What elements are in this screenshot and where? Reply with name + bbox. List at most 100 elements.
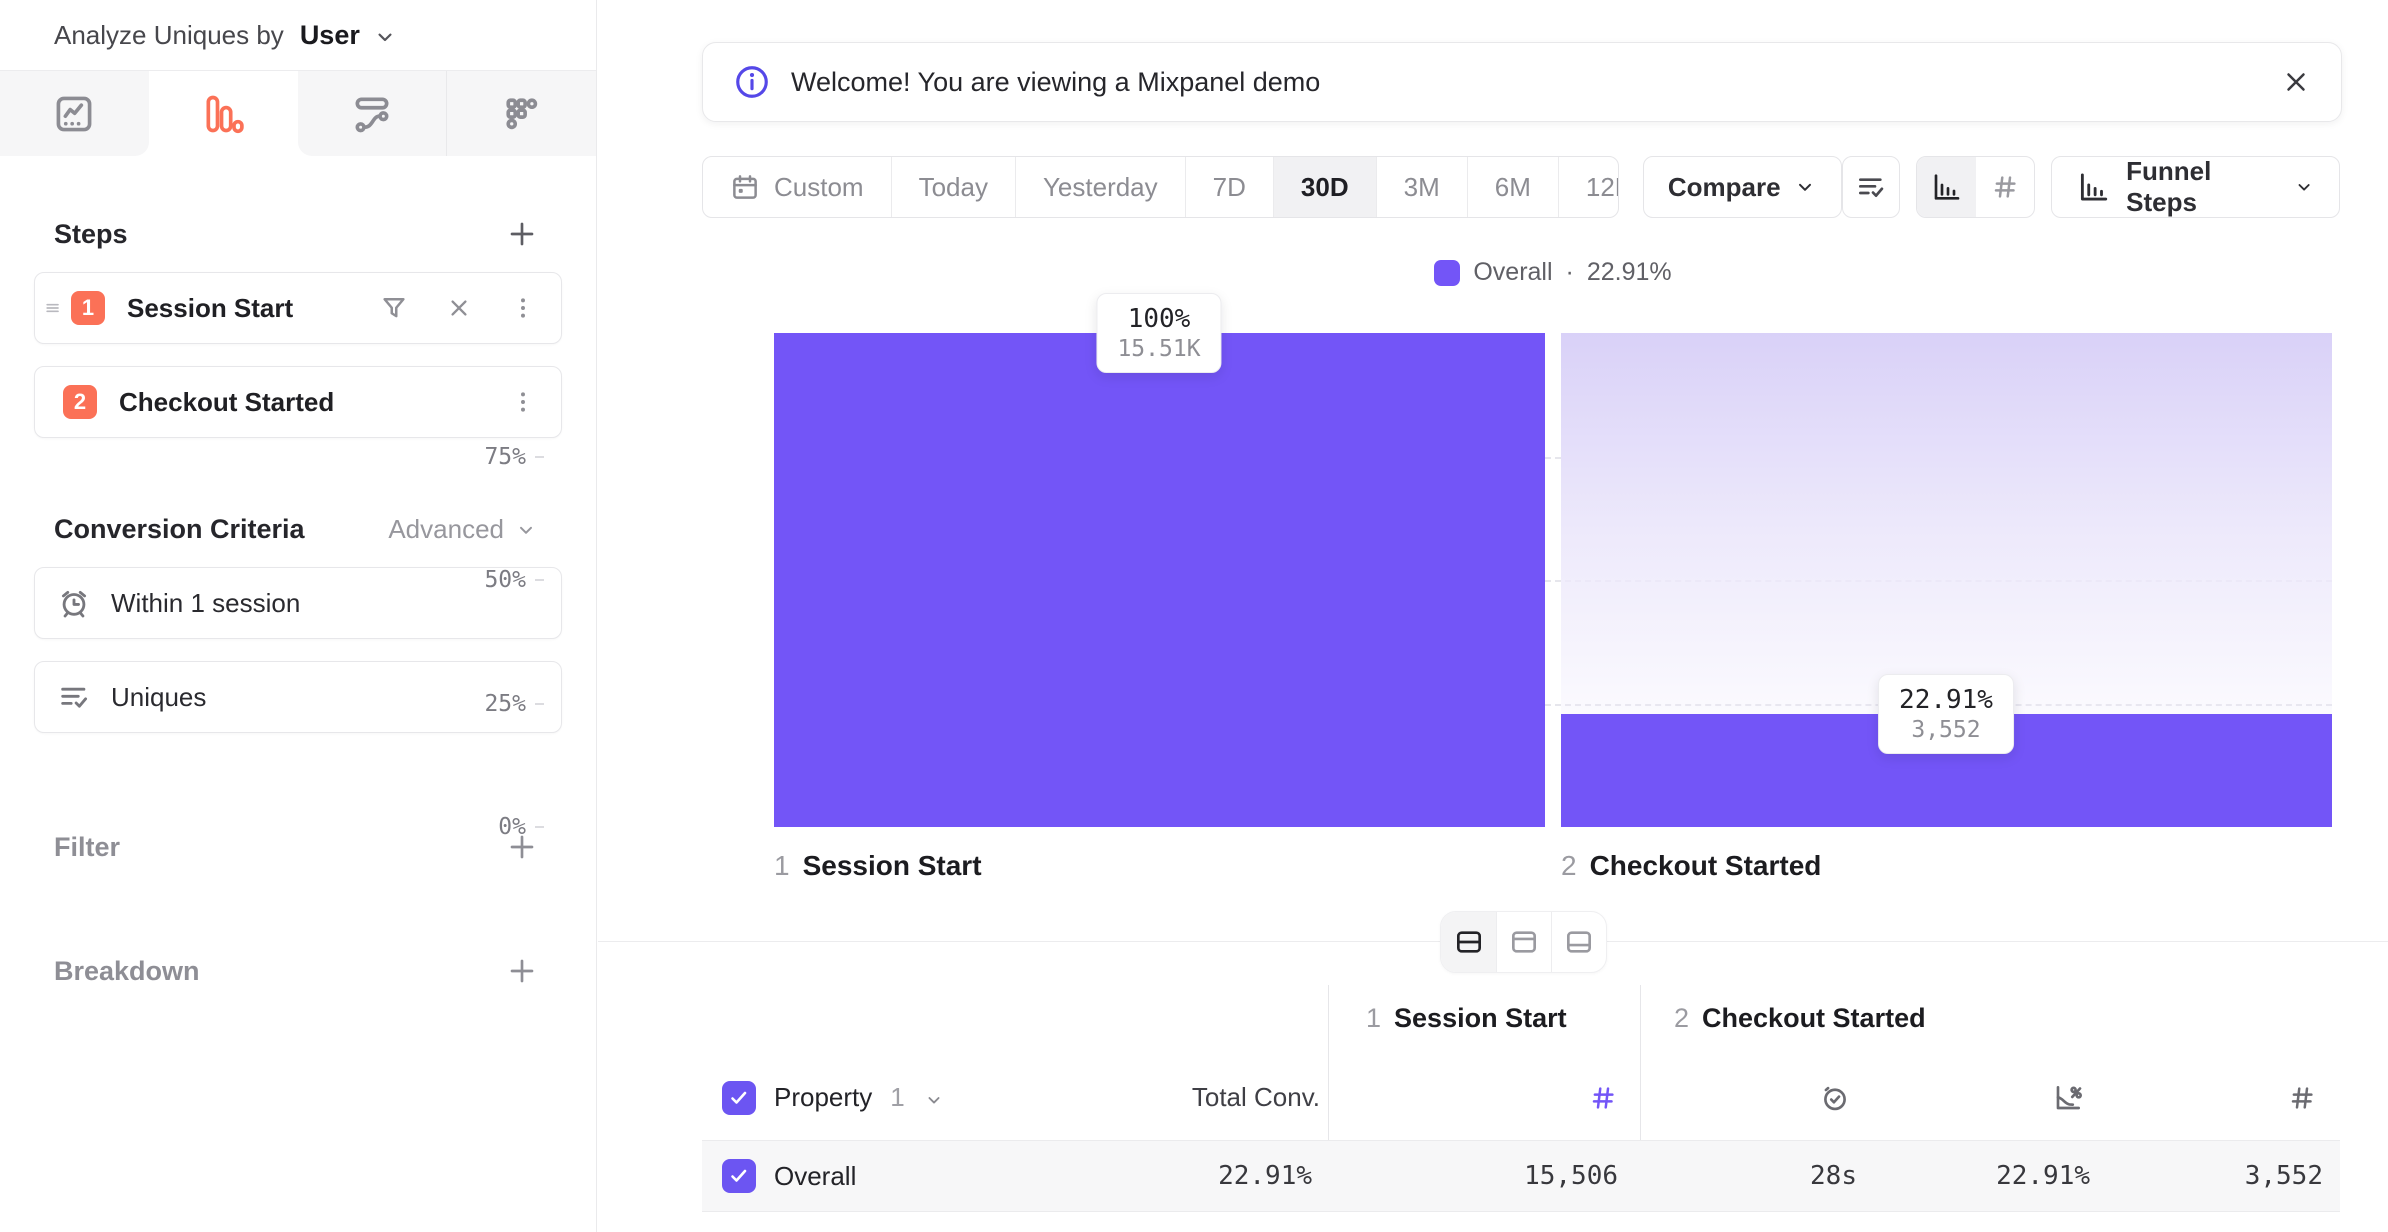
total-conv-value: 22.91% <box>1218 1161 1312 1191</box>
compare-button[interactable]: Compare <box>1642 156 1842 218</box>
chevron-down-icon[interactable] <box>923 1089 945 1111</box>
number-view-toggle[interactable] <box>1976 157 2034 217</box>
query-sidebar: Analyze Uniques by User <box>0 0 597 1232</box>
user-count: 15.51K <box>1117 336 1201 362</box>
y-axis-tick-mark <box>535 455 544 458</box>
hash-icon <box>1990 172 2020 202</box>
x-axis-label-2: 2 Checkout Started <box>1561 850 1821 882</box>
x-axis-label-1: 1 Session Start <box>774 850 982 882</box>
avg-time-header[interactable] <box>1632 1082 1865 1114</box>
bar-fill[interactable] <box>774 333 1545 827</box>
y-axis-tick-mark <box>535 826 544 828</box>
step1-count-header[interactable] <box>1320 1083 1632 1113</box>
percent-view-toggle[interactable] <box>1917 157 1976 217</box>
range-yesterday[interactable]: Yesterday <box>1014 157 1185 217</box>
conversion-percent: 100% <box>1127 304 1191 334</box>
y-axis-tick-mark <box>535 702 544 705</box>
gridline-50 <box>774 580 2332 582</box>
bar-value-label-1: 100% 15.51K <box>1096 293 1222 373</box>
range-custom[interactable]: Custom <box>703 157 891 217</box>
row-checkbox[interactable] <box>722 1159 756 1193</box>
range-30d[interactable]: 30D <box>1272 157 1376 217</box>
analyze-entity-dropdown[interactable]: User <box>299 19 360 50</box>
add-step-button[interactable] <box>506 218 538 250</box>
chart-percent-icon <box>2052 1082 2084 1114</box>
filter-icon[interactable] <box>379 293 409 323</box>
breakdown-section-header: Breakdown <box>0 955 596 987</box>
step-actions <box>379 293 561 323</box>
hash-icon <box>1588 1083 1618 1113</box>
y-axis-tick-mark <box>535 579 544 581</box>
table-group-divider <box>1328 985 1329 1212</box>
counting-method-setting[interactable]: Uniques <box>34 661 562 733</box>
report-type-tabs <box>0 70 596 156</box>
total-conv-header[interactable]: Total Conv. <box>1191 1082 1320 1112</box>
filter-title: Filter <box>54 831 121 862</box>
conversion-window-setting[interactable]: Within 1 session <box>34 567 562 639</box>
gridline-75 <box>774 456 2332 459</box>
range-6m[interactable]: 6M <box>1466 157 1558 217</box>
step-number: 2 <box>1561 850 1577 881</box>
converted-count-header[interactable] <box>2098 1083 2331 1113</box>
range-3m[interactable]: 3M <box>1375 157 1467 217</box>
metrics-list-button[interactable] <box>1841 156 1901 218</box>
tab-retention[interactable] <box>446 71 596 156</box>
property-label[interactable]: Property <box>774 1082 873 1112</box>
add-filter-button[interactable] <box>506 831 538 863</box>
breakdown-title: Breakdown <box>54 955 200 986</box>
group-header-step-2: 2 Checkout Started <box>1674 1003 1926 1034</box>
filter-section-header: Filter <box>0 831 596 863</box>
remove-step-icon[interactable] <box>445 294 473 322</box>
table-only-icon[interactable] <box>1551 912 1606 972</box>
group-header-step-1: 1 Session Start <box>1366 1003 1567 1034</box>
info-icon <box>733 63 771 101</box>
property-header-cell: Property 1 <box>702 1080 1108 1115</box>
conv-rate-header[interactable] <box>1865 1082 2098 1114</box>
chevron-down-icon[interactable] <box>372 24 398 50</box>
advanced-dropdown[interactable]: Advanced <box>388 514 538 545</box>
chart-legend[interactable]: Overall · 22.91% <box>774 258 2332 287</box>
step1-count-value: 15,506 <box>1524 1161 1618 1191</box>
legend-swatch <box>1434 259 1461 286</box>
range-7d[interactable]: 7D <box>1184 157 1273 217</box>
split-horizontal-icon[interactable] <box>1441 912 1496 972</box>
segment-name: Overall <box>774 1160 857 1191</box>
avg-time-value: 28s <box>1810 1161 1857 1191</box>
kebab-menu-icon[interactable] <box>509 388 537 416</box>
tab-insights[interactable] <box>0 71 149 156</box>
kebab-menu-icon[interactable] <box>509 294 537 322</box>
bar-chart-icon <box>1930 171 1962 203</box>
step-name: Checkout Started <box>1589 850 1822 881</box>
add-breakdown-button[interactable] <box>506 955 538 987</box>
flows-icon <box>350 92 394 136</box>
tab-funnels[interactable] <box>148 71 298 156</box>
step-event-label[interactable]: Session Start <box>127 292 294 323</box>
step-event-label[interactable]: Checkout Started <box>119 386 335 417</box>
funnel-chart: 75% 50% 25% 0% 100% 15.51K 22.91% 3,552 <box>484 293 2332 840</box>
y-axis-tick: 25% <box>484 690 526 717</box>
chart-type-dropdown[interactable]: Funnel Steps <box>2051 156 2340 218</box>
demo-banner: Welcome! You are viewing a Mixpanel demo <box>702 42 2342 122</box>
tab-flows[interactable] <box>297 71 447 156</box>
alarm-clock-icon <box>57 586 91 620</box>
range-label: Custom <box>774 171 864 202</box>
table-row-overall[interactable]: Overall 22.91% 15,506 28s 22.91% 3,552 <box>702 1140 2340 1212</box>
step-row-1[interactable]: 1 Session Start <box>34 272 562 344</box>
range-label: 30D <box>1300 171 1349 202</box>
property-index: 1 <box>890 1082 905 1112</box>
conversion-window-label: Within 1 session <box>111 587 301 618</box>
list-check-icon <box>1855 171 1887 203</box>
bar-value-label-2: 22.91% 3,552 <box>1878 673 2014 754</box>
retention-icon <box>500 92 544 136</box>
funnel-bar-step-1[interactable] <box>774 333 1545 827</box>
advanced-label: Advanced <box>388 514 504 544</box>
select-all-checkbox[interactable] <box>722 1080 756 1115</box>
step-row-2[interactable]: 2 Checkout Started <box>34 366 562 438</box>
conversion-percent: 22.91% <box>1899 684 1993 715</box>
range-today[interactable]: Today <box>890 157 1015 217</box>
close-icon[interactable] <box>2281 67 2311 97</box>
chart-only-icon[interactable] <box>1496 912 1551 972</box>
layout-split-toggle <box>1440 911 1607 973</box>
drag-handle-icon[interactable] <box>43 298 63 318</box>
range-12m[interactable]: 12M <box>1557 157 1618 217</box>
